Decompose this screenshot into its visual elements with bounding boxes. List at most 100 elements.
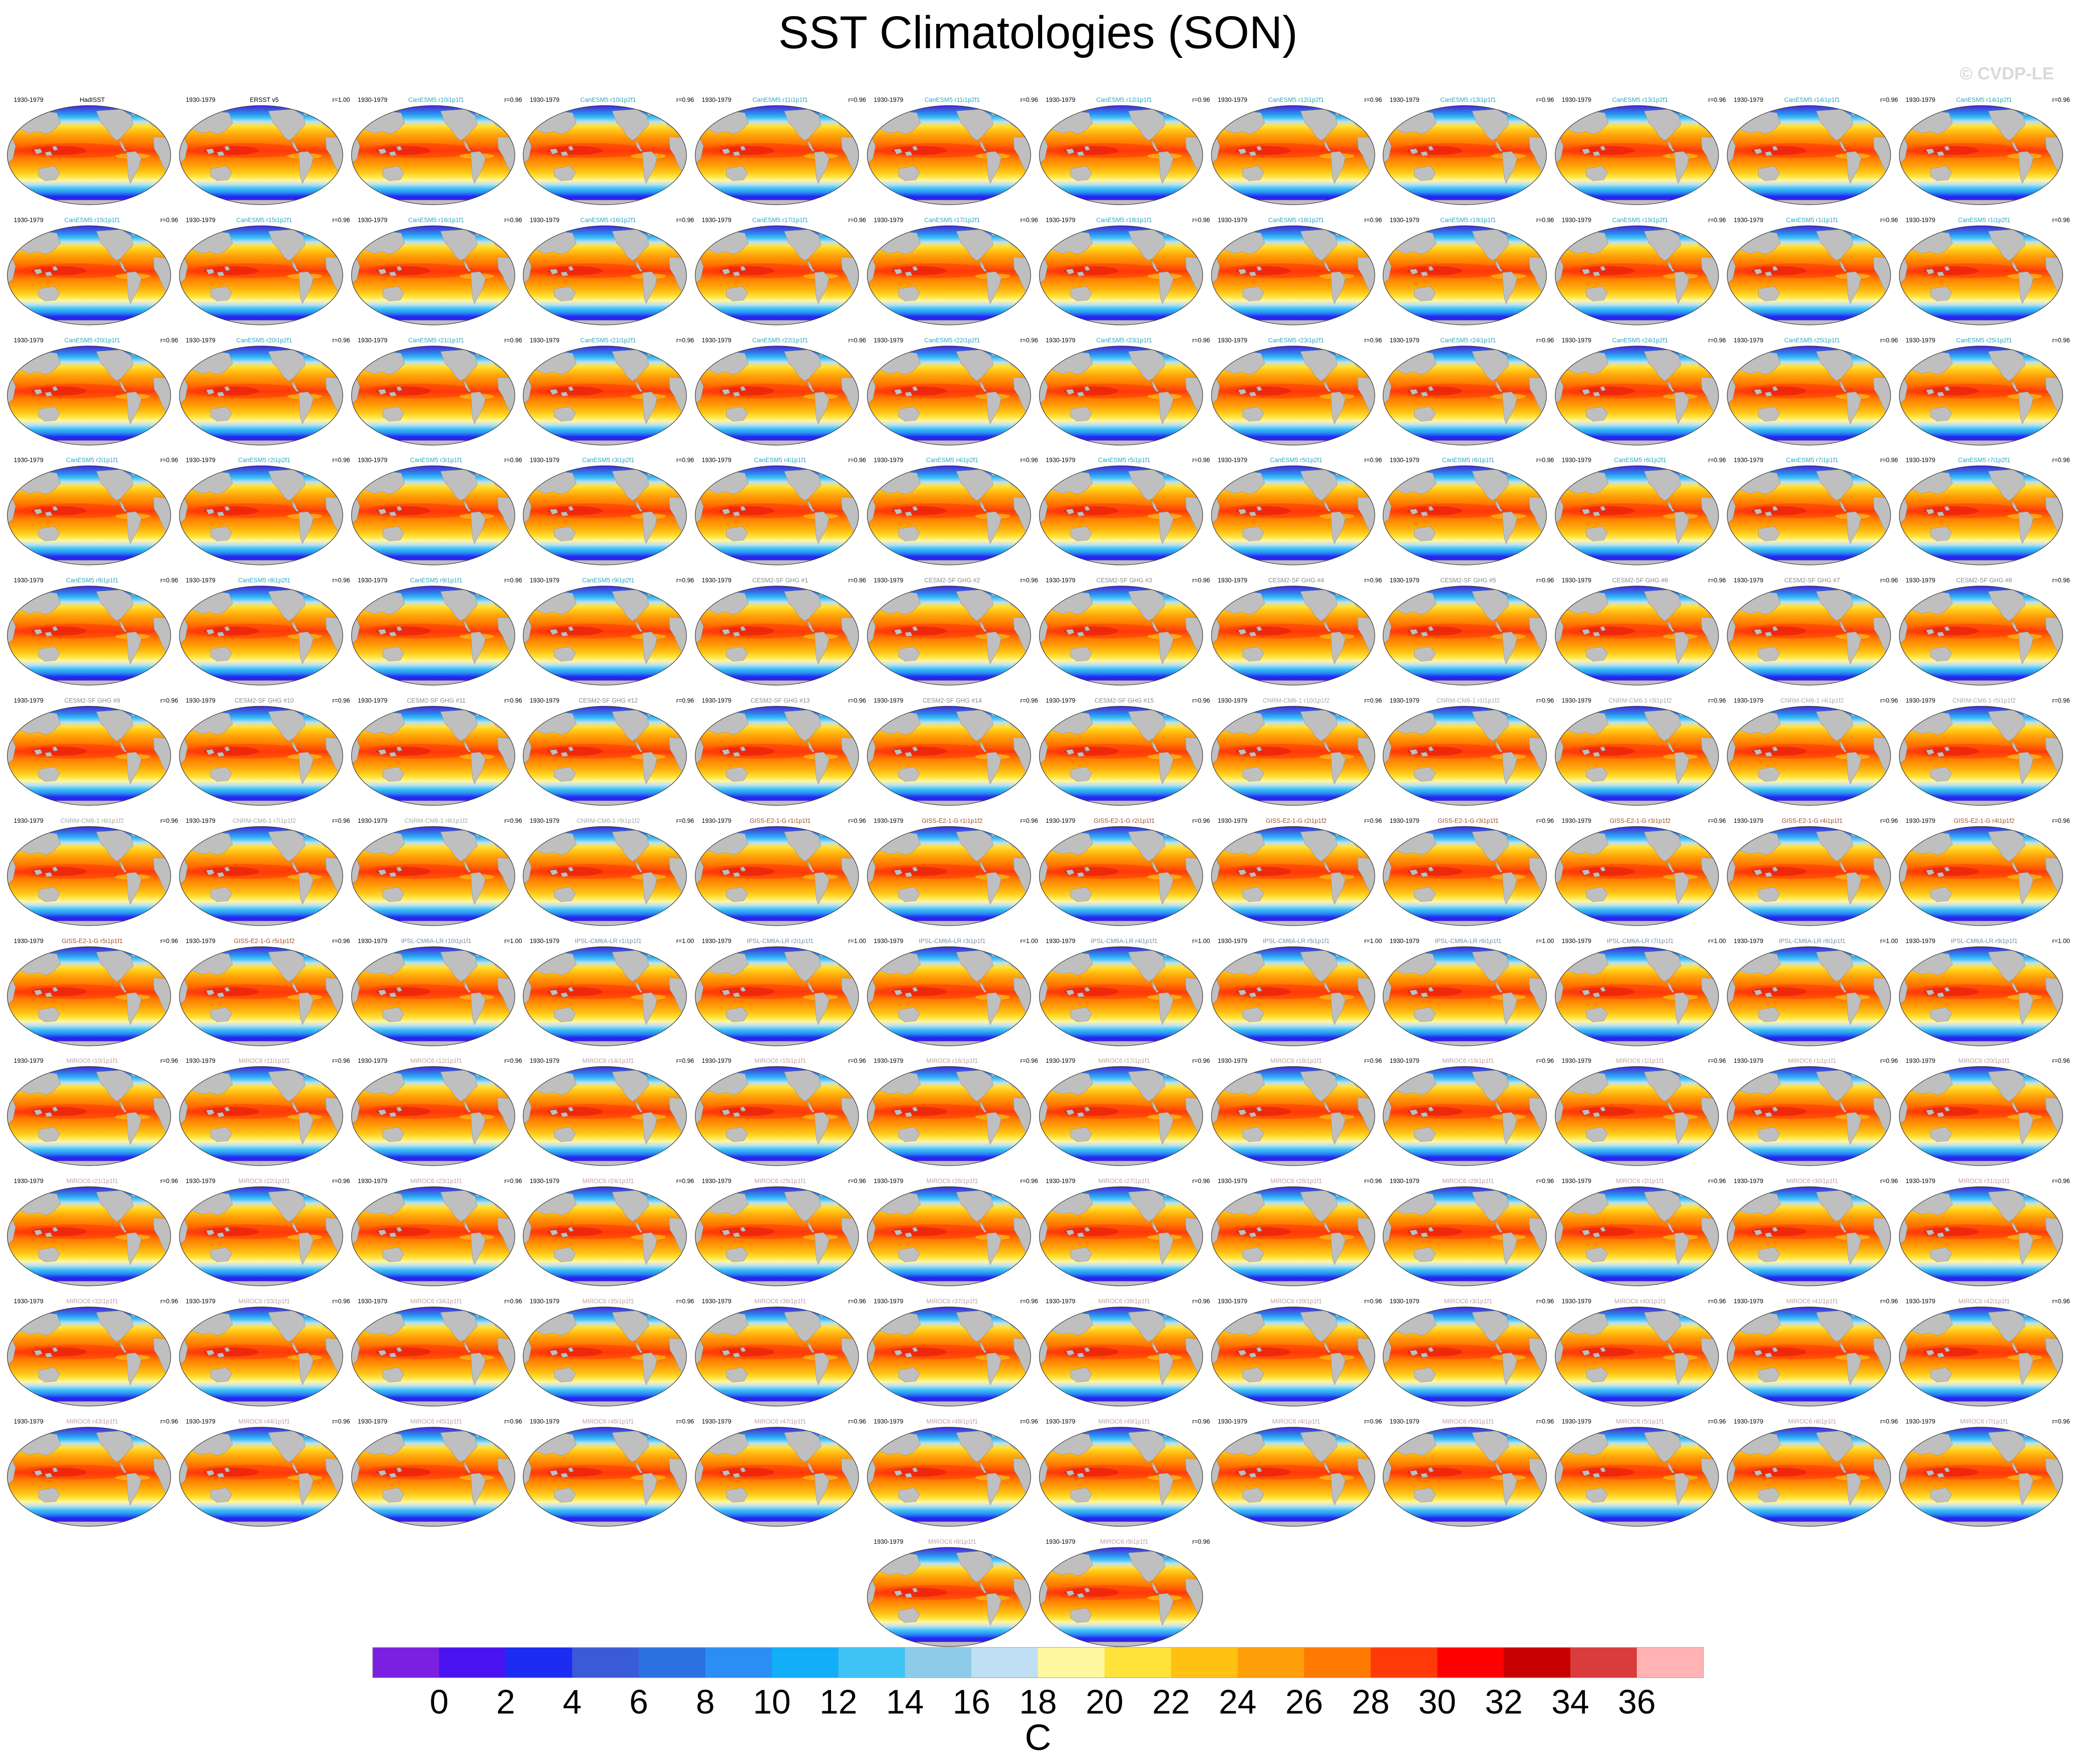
colorbar-tick-label: 20 <box>1086 1683 1123 1721</box>
panel-title: MIROC6 r40i1p1f1 <box>1614 1298 1666 1305</box>
panel-title: CanESM5 r13i1p2f1 <box>1612 96 1668 103</box>
panel-period-label: 1930-1979 <box>874 1298 904 1305</box>
panel-title: CanESM5 r3i1p1f1 <box>410 457 463 464</box>
colorbar-tick-label: 4 <box>563 1683 581 1721</box>
panel-title: CanESM5 r18i1p1f1 <box>1096 216 1152 223</box>
panel-title: CanESM5 r5i1p1f1 <box>1098 457 1150 464</box>
sst-map <box>351 225 516 326</box>
sst-map <box>522 345 687 446</box>
panel-period-label: 1930-1979 <box>1734 697 1763 704</box>
panel-pattern-correlation: r=1.00 <box>1192 937 1210 944</box>
panel-title: MIROC6 r36i1p1f1 <box>754 1298 806 1305</box>
panel-period-label: 1930-1979 <box>357 1057 388 1065</box>
panel-title: MIROC6 r22i1p1f1 <box>238 1178 290 1185</box>
panel-pattern-correlation: r=0.96 <box>1708 336 1726 344</box>
panel-period-label: 1930-1979 <box>1390 336 1419 344</box>
panel-title: MIROC6 r30i1p1f1 <box>1786 1178 1838 1185</box>
sst-map <box>1038 225 1204 326</box>
panel-period-label: 1930-1979 <box>1390 937 1419 944</box>
panel-period-label: 1930-1979 <box>1390 1057 1419 1065</box>
map-panel: 1930-1979 CanESM5 r7i1p1f1 r=0.96 <box>1726 457 1898 572</box>
panel-period-label: 1930-1979 <box>357 96 388 103</box>
map-panel: 1930-1979 CanESM5 r14i1p1f1 r=0.96 <box>1726 96 1898 212</box>
map-panel: 1930-1979 GISS-E2-1-G r4i1p1f2 r=0.96 <box>1898 817 2070 933</box>
panel-pattern-correlation: r=0.96 <box>676 577 694 584</box>
panel-title: MIROC6 r42i1p1f1 <box>1958 1298 2010 1305</box>
map-panel: 1930-1979 CanESM5 r19i1p2f1 r=0.96 <box>1554 217 1726 332</box>
colorbar-tick-label: 6 <box>629 1683 648 1721</box>
panel-title: GISS-E2-1-G r5i1p1f1 <box>61 937 123 944</box>
panel-period-label: 1930-1979 <box>1562 457 1591 464</box>
map-panel: 1930-1979 MIROC6 r18i1p1f1 r=0.96 <box>1211 1057 1382 1173</box>
panel-title: CanESM5 r15i1p1f1 <box>64 216 120 223</box>
panel-pattern-correlation: r=0.96 <box>1364 577 1382 584</box>
panel-pattern-correlation: r=0.96 <box>1536 1057 1554 1065</box>
panel-period-label: 1930-1979 <box>1390 1298 1419 1305</box>
sst-map <box>1898 826 2064 927</box>
panel-period-label: 1930-1979 <box>1217 577 1248 584</box>
panel-period-label: 1930-1979 <box>357 577 388 584</box>
panel-title: CanESM5 r21i1p2f1 <box>580 336 636 344</box>
map-panel: 1930-1979 IPSL-CM6A-LR r8i1p1f1 r=1.00 <box>1726 938 1898 1053</box>
panel-title: MIROC6 r7i1p1f1 <box>1960 1418 2009 1425</box>
map-panel: 1930-1979 CanESM5 r20i1p1f1 r=0.96 <box>6 337 178 452</box>
panel-period-label: 1930-1979 <box>1217 336 1248 344</box>
panel-period-label: 1930-1979 <box>530 1298 559 1305</box>
map-panel: 1930-1979 MIROC6 r42i1p1f1 r=0.96 <box>1898 1298 2070 1413</box>
panel-title: MIROC6 r4i1p1f1 <box>1272 1418 1321 1425</box>
panel-period-label: 1930-1979 <box>1390 457 1419 464</box>
panel-title: MIROC6 r24i1p1f1 <box>582 1178 634 1185</box>
map-panel: 1930-1979 MIROC6 r12i1p1f1 r=0.96 <box>351 1057 522 1173</box>
sst-map <box>1382 946 1547 1047</box>
panel-pattern-correlation: r=0.96 <box>1708 817 1726 824</box>
map-panel: 1930-1979 CanESM5 r1i1p1f1 r=0.96 <box>1726 217 1898 332</box>
sst-map <box>522 946 687 1047</box>
map-panel: 1930-1979 MIROC6 r14i1p1f1 r=0.96 <box>522 1057 694 1173</box>
panel-period-label: 1930-1979 <box>1905 216 1936 223</box>
panel-title: CanESM5 r10i1p2f1 <box>580 96 636 103</box>
panel-period-label: 1930-1979 <box>702 1418 731 1425</box>
sst-map <box>1382 1306 1547 1407</box>
map-panel: 1930-1979 CanESM5 r9i1p2f1 r=0.96 <box>522 577 694 692</box>
map-panel: 1930-1979 GISS-E2-1-G r1i1p1f2 r=0.96 <box>866 817 1038 933</box>
map-panel: 1930-1979 MIROC6 r39i1p1f1 r=0.96 <box>1211 1298 1382 1413</box>
panel-period-label: 1930-1979 <box>702 1178 731 1185</box>
panel-period-label: 1930-1979 <box>1905 817 1936 824</box>
panel-period-label: 1930-1979 <box>1217 1298 1248 1305</box>
panel-pattern-correlation: r=0.96 <box>504 457 522 464</box>
sst-map <box>1211 1306 1376 1407</box>
map-panel: 1930-1979 MIROC6 r47i1p1f1 r=0.96 <box>694 1418 866 1534</box>
panel-title: CanESM5 r25i1p2f1 <box>1956 336 2012 344</box>
sst-map <box>1554 225 1719 326</box>
panel-title: CanESM5 r9i1p1f1 <box>410 577 463 584</box>
panel-pattern-correlation: r=0.96 <box>1536 577 1554 584</box>
sst-map <box>522 1306 687 1407</box>
panel-pattern-correlation: r=0.96 <box>1020 1298 1038 1305</box>
sst-map <box>179 826 344 927</box>
panel-period-label: 1930-1979 <box>1562 1298 1591 1305</box>
panel-period-label: 1930-1979 <box>185 577 216 584</box>
panel-pattern-correlation: r=1.00 <box>848 937 866 944</box>
panel-title: CNRM-CM6-1 r6i1p1f2 <box>60 817 124 824</box>
sst-map <box>1726 705 1892 806</box>
panel-period-label: 1930-1979 <box>1562 96 1591 103</box>
map-panel: 1930-1979 CanESM5 r3i1p1f1 r=0.96 <box>351 457 522 572</box>
panel-title: MIROC6 r35i1p1f1 <box>582 1298 634 1305</box>
sst-map <box>1382 1426 1547 1527</box>
panel-period-label: 1930-1979 <box>185 336 216 344</box>
panel-title: CESM2-SF GHG #15 <box>1094 697 1154 704</box>
panel-title: CanESM5 r11i1p2f1 <box>924 96 980 103</box>
map-panel: 1930-1979 CanESM5 r3i1p2f1 r=0.96 <box>522 457 694 572</box>
panel-title: GISS-E2-1-G r1i1p1f2 <box>921 817 983 824</box>
panel-pattern-correlation: r=0.96 <box>2052 817 2070 824</box>
sst-map <box>522 465 687 566</box>
panel-title: CanESM5 r10i1p1f1 <box>408 96 464 103</box>
map-panel: 1930-1979 CESM2-SF GHG #10 r=0.96 <box>179 697 350 813</box>
colorbar-swatch <box>705 1647 772 1678</box>
sst-map <box>179 585 344 686</box>
panel-period-label: 1930-1979 <box>14 336 44 344</box>
panel-title: CESM2-SF GHG #14 <box>922 697 982 704</box>
sst-map <box>694 345 859 446</box>
panel-period-label: 1930-1979 <box>185 1298 216 1305</box>
sst-map <box>1898 705 2064 806</box>
